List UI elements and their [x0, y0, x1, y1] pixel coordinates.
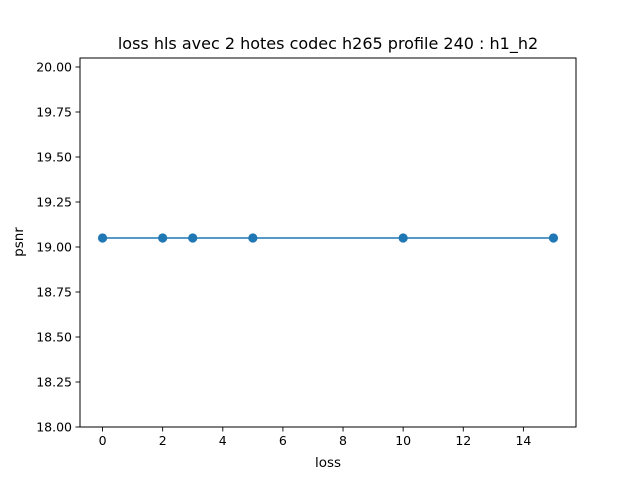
chart-title: loss hls avec 2 hotes codec h265 profile…	[118, 34, 538, 54]
x-tick-label: 8	[339, 433, 347, 448]
x-tick-label: 2	[159, 433, 167, 448]
data-point	[398, 233, 408, 243]
x-axis: 0 2 4 6 8 10 12 14	[99, 427, 531, 448]
data-point	[158, 233, 168, 243]
y-tick-label: 18.50	[36, 330, 72, 345]
x-axis-label: loss	[315, 455, 341, 471]
x-tick-label: 0	[99, 433, 107, 448]
plot-frame	[79, 57, 577, 428]
x-tick-label: 4	[219, 433, 227, 448]
plot-area	[97, 233, 559, 243]
x-tick-label: 6	[279, 433, 287, 448]
y-tick-label: 19.50	[36, 150, 72, 165]
x-tick-label: 14	[515, 433, 531, 448]
y-axis: 18.00 18.25 18.50 18.75 19.00 19.25 19.50 19.75…	[36, 60, 80, 435]
y-tick-label: 19.00	[36, 240, 72, 255]
y-tick-label: 19.75	[36, 105, 72, 120]
data-point	[188, 233, 198, 243]
y-tick-label: 18.00	[36, 420, 72, 435]
y-axis-label: psnr	[11, 227, 27, 257]
y-tick-label: 19.25	[36, 195, 72, 210]
x-tick-label: 12	[455, 433, 471, 448]
data-point	[248, 233, 258, 243]
data-point	[548, 233, 559, 243]
y-tick-label: 18.25	[36, 375, 72, 390]
data-point	[97, 233, 108, 243]
y-tick-label: 18.75	[36, 285, 72, 300]
x-tick-label: 10	[395, 433, 411, 448]
y-tick-label: 20.00	[36, 60, 72, 75]
